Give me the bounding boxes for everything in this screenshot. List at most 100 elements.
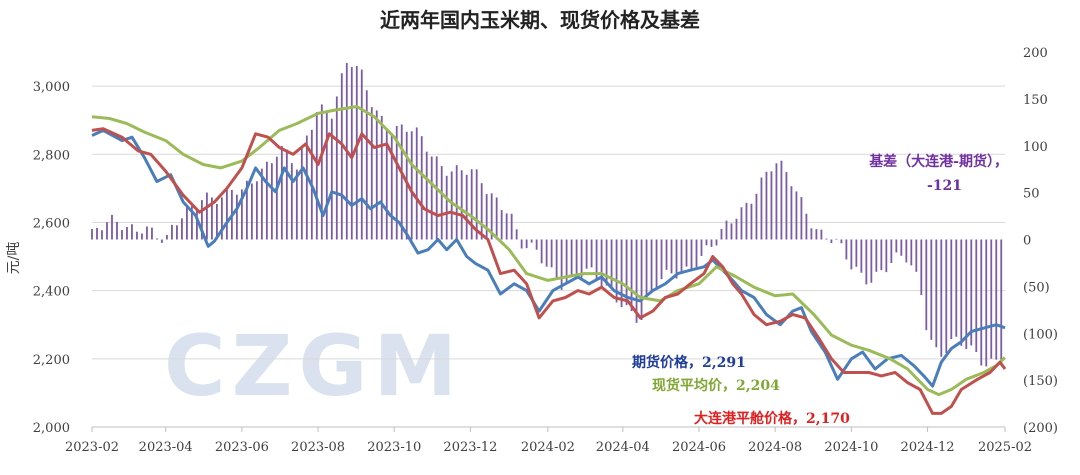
basis-bar	[390, 133, 393, 240]
basis-bar	[890, 239, 893, 264]
basis-bar	[695, 239, 698, 270]
basis-bar	[420, 136, 423, 240]
basis-bars	[91, 62, 1003, 367]
basis-bar	[955, 239, 958, 337]
basis-bar	[425, 151, 428, 240]
basis-bar	[166, 234, 168, 240]
basis-bar	[201, 200, 203, 240]
y-right-tick-label: 0	[1023, 234, 1031, 249]
basis-bar	[875, 239, 878, 272]
basis-bar	[755, 193, 758, 240]
basis-bar	[910, 239, 913, 266]
y-right-tick-label: (100)	[1023, 327, 1058, 342]
basis-bar	[800, 197, 803, 240]
x-tick-label: 2023-02	[65, 440, 119, 455]
y-left-tick-label: 2,600	[33, 216, 70, 231]
basis-bar	[825, 238, 828, 240]
basis-bar	[335, 96, 338, 240]
basis-bar	[435, 156, 438, 240]
basis-bar	[320, 104, 323, 240]
basis-bar	[820, 229, 823, 240]
basis-bar	[370, 107, 373, 240]
basis-bar	[635, 239, 638, 323]
basis-bar	[950, 239, 953, 340]
annotation-futures: 期货价格，2,291	[632, 354, 746, 371]
basis-bar	[445, 175, 448, 240]
basis-bar	[270, 163, 273, 240]
basis-bar	[980, 239, 983, 366]
basis-bar	[995, 239, 998, 360]
basis-bar	[136, 231, 138, 240]
basis-bar	[655, 239, 658, 290]
basis-bar	[215, 204, 218, 240]
basis-bar	[640, 239, 643, 320]
y-left-tick-label: 2,200	[33, 353, 70, 368]
x-tick-label: 2024-12	[901, 440, 955, 455]
basis-bar	[525, 239, 528, 249]
basis-bar	[685, 239, 688, 267]
y-right-tick-label: 50	[1023, 187, 1040, 202]
basis-bar	[715, 239, 718, 246]
basis-bar	[535, 239, 538, 250]
basis-bar	[560, 239, 563, 290]
basis-bar	[960, 239, 963, 346]
basis-bar	[280, 145, 283, 240]
y-left-tick-label: 2,000	[33, 421, 70, 436]
basis-bar	[830, 239, 833, 244]
basis-bar	[725, 220, 728, 240]
x-tick-label: 2024-04	[596, 440, 650, 455]
basis-bar	[760, 177, 763, 240]
x-tick-label: 2024-10	[824, 440, 878, 455]
basis-bar	[625, 239, 628, 306]
basis-bar	[176, 225, 178, 240]
basis-bar	[325, 111, 328, 240]
x-tick-label: 2023-08	[291, 440, 345, 455]
chart-title: 近两年国内玉米期、现货价格及基差	[380, 8, 700, 32]
basis-bar	[440, 166, 443, 240]
basis-bar	[540, 239, 543, 264]
y-right-tick-label: (150)	[1023, 374, 1058, 389]
y-right-tick-label: 100	[1023, 140, 1048, 155]
basis-bar	[740, 207, 743, 240]
basis-bar	[91, 229, 93, 240]
basis-bar	[935, 239, 938, 348]
basis-bar	[970, 239, 973, 346]
basis-bar	[870, 239, 873, 283]
basis-bar	[285, 149, 288, 240]
annotation-spot: 现货平均价，2,204	[652, 377, 780, 394]
y-left-tick-label: 3,000	[33, 80, 70, 95]
basis-bar	[610, 239, 613, 290]
basis-bar	[765, 171, 768, 240]
basis-bar	[835, 238, 838, 240]
basis-bar	[920, 239, 923, 296]
basis-bar	[885, 239, 888, 273]
basis-bar	[845, 239, 848, 260]
basis-bar	[585, 239, 588, 269]
basis-bar	[795, 191, 798, 240]
basis-bar	[580, 239, 583, 278]
basis-bar	[770, 171, 773, 240]
basis-bar	[925, 239, 928, 331]
basis-bar	[515, 229, 518, 240]
basis-bar	[146, 226, 148, 240]
basis-bar	[630, 239, 633, 312]
basis-bar	[265, 161, 268, 240]
basis-bar	[775, 163, 778, 240]
basis-bar	[785, 172, 788, 240]
basis-bar	[455, 165, 458, 240]
basis-bar	[340, 73, 343, 240]
basis-bar	[735, 218, 738, 240]
x-tick-label: 2023-12	[443, 440, 497, 455]
basis-bar	[480, 183, 483, 240]
basis-bar	[705, 239, 708, 246]
x-tick-label: 2024-08	[748, 440, 802, 455]
price-lines	[91, 105, 1007, 415]
basis-bar	[600, 239, 603, 290]
basis-bar	[116, 221, 118, 240]
basis-bar	[211, 197, 213, 240]
basis-bar	[485, 194, 488, 240]
basis-bar	[171, 224, 173, 240]
basis-bar	[191, 205, 193, 240]
basis-bar	[965, 239, 968, 350]
basis-bar	[186, 206, 188, 240]
